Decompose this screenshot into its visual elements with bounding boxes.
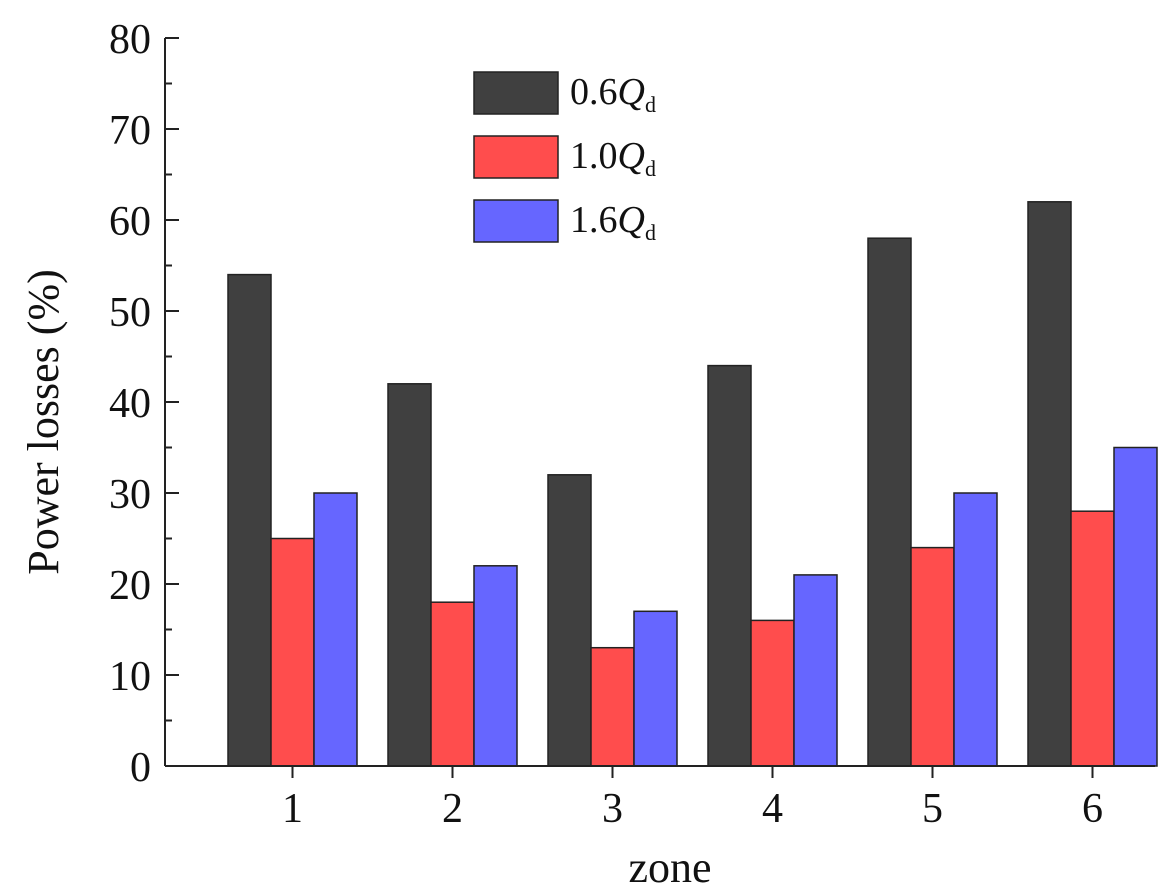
legend-label-2: 1.0Qd <box>570 135 656 181</box>
y-tick-label: 30 <box>109 472 151 518</box>
bar-zone-4-series-3 <box>793 574 838 767</box>
x-tick-label: 1 <box>282 786 303 832</box>
y-tick-label: 50 <box>109 290 151 336</box>
bar-zone-5-series-3 <box>953 492 998 767</box>
bar-zone-6-series-3 <box>1113 446 1158 767</box>
y-tick-label: 80 <box>109 17 151 63</box>
bar-zone-2-series-3 <box>473 565 518 767</box>
y-tick-label: 40 <box>109 381 151 427</box>
axes-layer: 0 10 20 30 40 50 60 70 80 1 2 3 4 5 6 <box>109 17 1155 832</box>
bar-zone-3-series-2 <box>590 646 635 767</box>
legend-swatch-1 <box>473 71 559 115</box>
x-tick-label: 4 <box>762 786 783 832</box>
bar-zone-6-series-2 <box>1070 510 1115 767</box>
bar-zone-3-series-1 <box>547 474 592 767</box>
legend: 0.6Qd 1.0Qd 1.6Qd <box>473 71 656 245</box>
y-tick-label: 20 <box>109 563 151 609</box>
x-tick-label: 5 <box>922 786 943 832</box>
bars-layer <box>227 201 1158 767</box>
x-axis-title: zone <box>628 843 711 892</box>
legend-swatch-3 <box>473 199 559 243</box>
legend-label-3: 1.6Qd <box>570 199 656 245</box>
bar-zone-1-series-1 <box>227 273 272 767</box>
y-tick-label: 10 <box>109 654 151 700</box>
bar-zone-5-series-2 <box>910 546 955 767</box>
y-axis-title: Power losses (%) <box>19 269 68 575</box>
bar-zone-5-series-1 <box>867 237 912 767</box>
legend-label-1: 0.6Qd <box>570 71 656 117</box>
y-tick-label: 70 <box>109 108 151 154</box>
x-tick-label: 2 <box>442 786 463 832</box>
bar-zone-3-series-3 <box>633 610 678 767</box>
y-tick-label: 0 <box>130 745 151 791</box>
bar-zone-2-series-2 <box>430 601 475 767</box>
x-tick-label: 6 <box>1082 786 1103 832</box>
bar-zone-4-series-2 <box>750 619 795 767</box>
y-tick-label: 60 <box>109 199 151 245</box>
legend-swatch-2 <box>473 135 559 179</box>
bar-zone-4-series-1 <box>707 364 752 767</box>
bar-zone-1-series-3 <box>313 492 358 767</box>
x-tick-label: 3 <box>602 786 623 832</box>
bar-zone-2-series-1 <box>387 383 432 767</box>
bar-zone-6-series-1 <box>1027 201 1072 767</box>
bar-zone-1-series-2 <box>270 537 315 767</box>
